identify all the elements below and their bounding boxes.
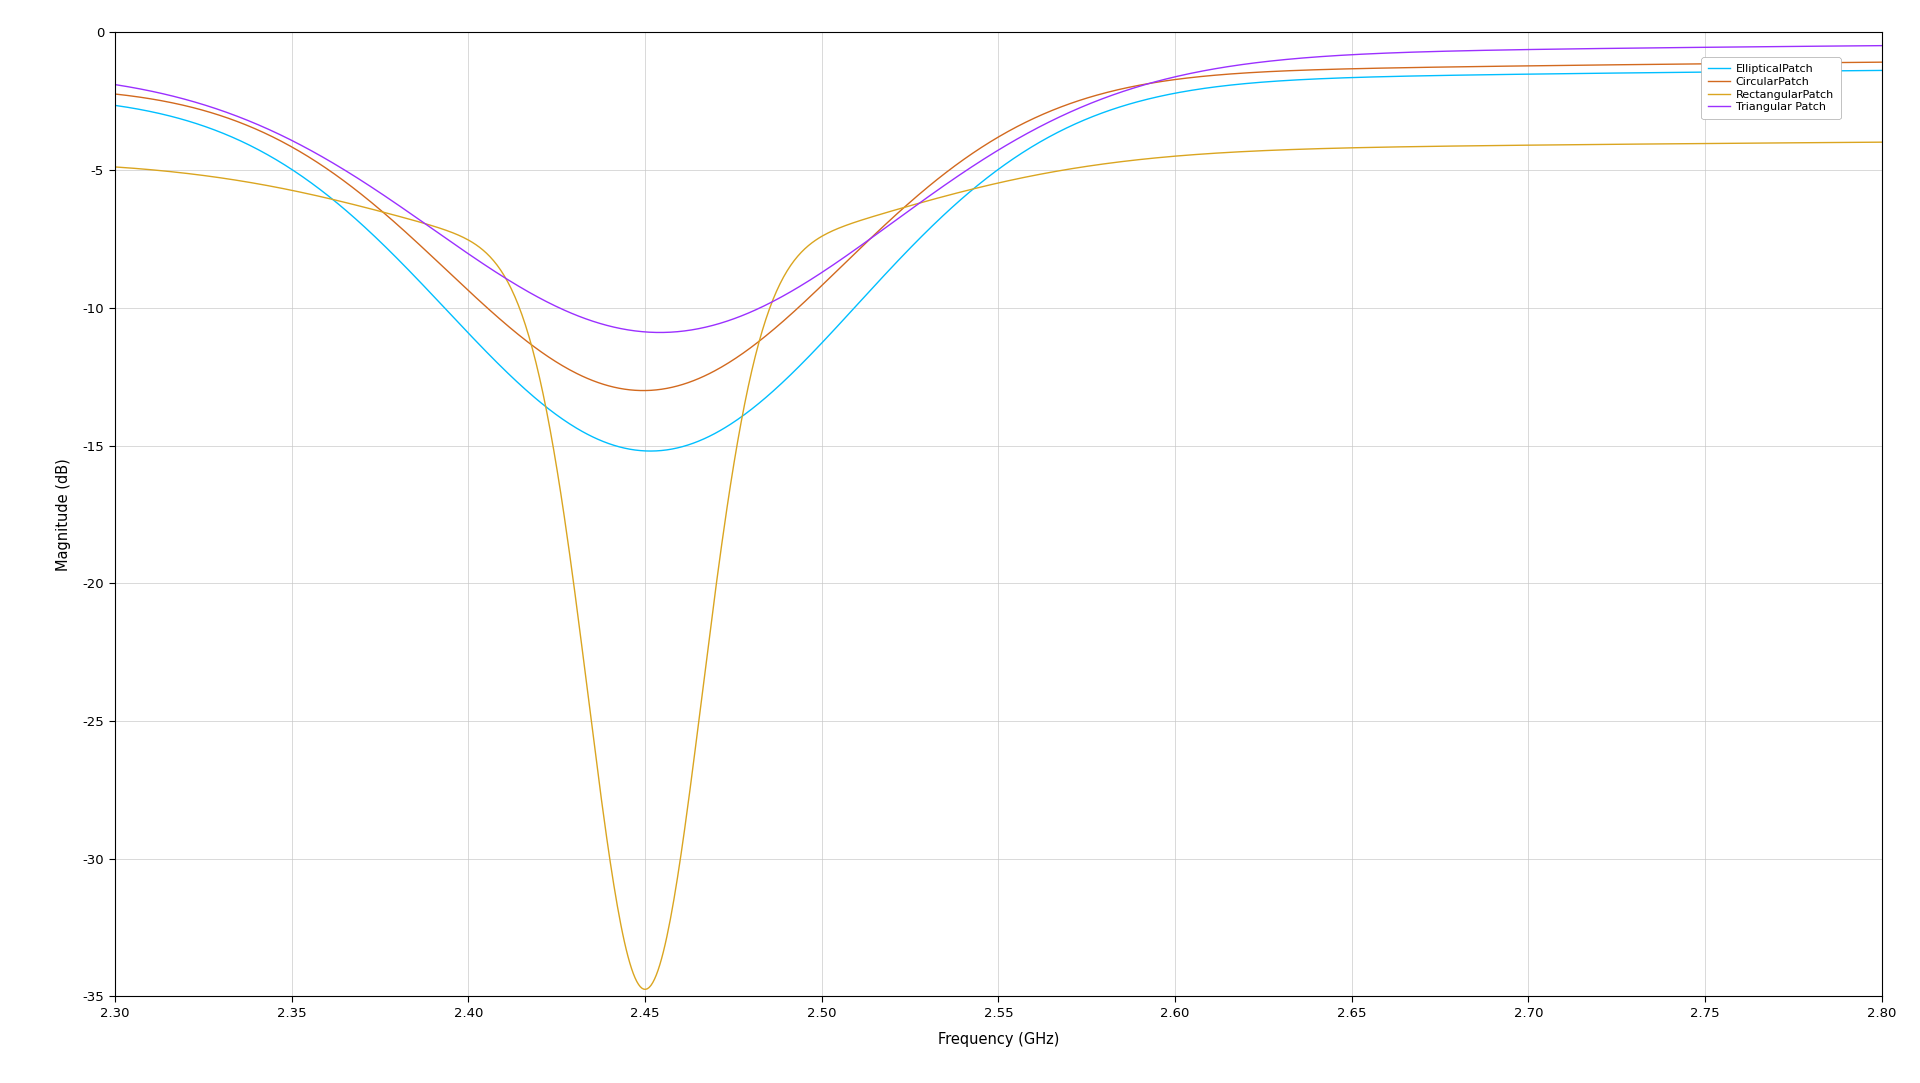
Triangular Patch [883, 214, 906, 227]
CircularPatch [284, 143, 307, 156]
Triangular Patch [1870, 39, 1893, 52]
Triangular Patch [820, 260, 843, 273]
RectangularPatch [1482, 139, 1505, 152]
RectangularPatch [1515, 139, 1538, 152]
CircularPatch [104, 88, 127, 101]
Triangular Patch [104, 78, 127, 91]
Triangular Patch [649, 326, 672, 339]
RectangularPatch [1319, 142, 1342, 155]
RectangularPatch [634, 982, 657, 995]
EllipticalPatch [883, 258, 906, 271]
Triangular Patch [284, 135, 307, 148]
EllipticalPatch [1319, 71, 1342, 84]
EllipticalPatch [1870, 64, 1893, 77]
Line: RectangularPatch: RectangularPatch [115, 142, 1882, 989]
RectangularPatch [1870, 135, 1893, 148]
EllipticalPatch [104, 99, 127, 112]
EllipticalPatch [1482, 68, 1505, 81]
CircularPatch [820, 270, 843, 283]
X-axis label: Frequency (GHz): Frequency (GHz) [937, 1032, 1060, 1046]
EllipticalPatch [639, 444, 662, 457]
Y-axis label: Magnitude (dB): Magnitude (dB) [56, 458, 71, 571]
Line: CircularPatch: CircularPatch [115, 62, 1882, 391]
RectangularPatch [820, 225, 843, 238]
EllipticalPatch [284, 166, 307, 179]
CircularPatch [1319, 63, 1342, 76]
Triangular Patch [1515, 43, 1538, 56]
CircularPatch [632, 384, 655, 397]
Line: EllipticalPatch: EllipticalPatch [115, 70, 1882, 451]
RectangularPatch [104, 160, 127, 173]
Legend: EllipticalPatch, CircularPatch, RectangularPatch, Triangular Patch: EllipticalPatch, CircularPatch, Rectangu… [1701, 57, 1841, 119]
RectangularPatch [284, 184, 307, 197]
RectangularPatch [883, 204, 906, 217]
CircularPatch [1515, 60, 1538, 73]
EllipticalPatch [820, 326, 843, 339]
Triangular Patch [1319, 50, 1342, 63]
CircularPatch [1870, 55, 1893, 68]
Triangular Patch [1482, 43, 1505, 56]
Line: Triangular Patch: Triangular Patch [115, 45, 1882, 332]
EllipticalPatch [1515, 67, 1538, 80]
CircularPatch [1482, 60, 1505, 73]
CircularPatch [883, 209, 906, 222]
